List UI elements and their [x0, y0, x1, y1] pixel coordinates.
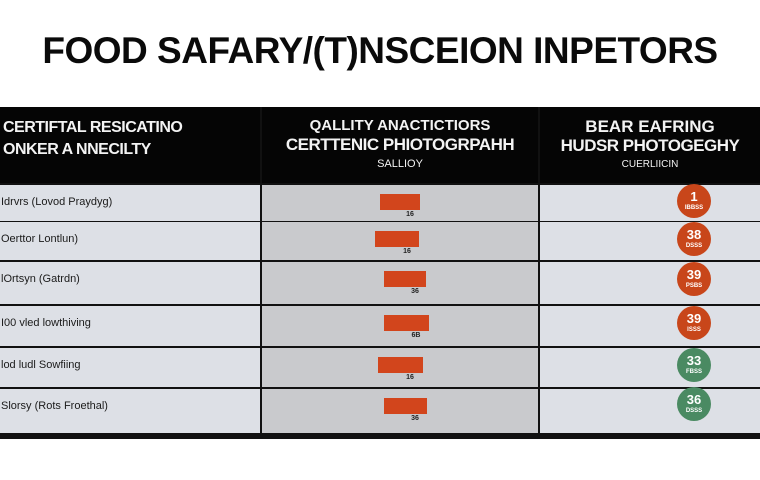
badge-value: 1 — [690, 189, 698, 204]
header-bear-line1: BEAR EAFRING — [585, 117, 715, 136]
row-label: Oerttor Lontlun) — [1, 233, 79, 245]
bar-cell: 6B — [262, 306, 538, 346]
header-quality-sub: SALLIOY — [377, 158, 423, 170]
table-row: lod ludl Sowfiing 16 33 FBSS — [0, 348, 760, 387]
badge-value: 38 — [686, 227, 702, 242]
score-badge: 33 FBSS — [677, 348, 711, 382]
bar-value-label: 6B — [411, 332, 421, 339]
header-certification-line1: CERTIFTAL RESICATINO — [3, 119, 183, 136]
badge-subtext: ISSS — [687, 327, 701, 333]
bar-value-label: 36 — [411, 415, 419, 422]
header-quality-line1: QALLITY ANACTICTIORS — [309, 117, 491, 134]
table-row: Slorsy (Rots Froethal) 36 36 DSSS — [0, 387, 760, 433]
badge-subtext: DSSS — [685, 243, 703, 249]
row-label: lOrtsyn (Gatrdn) — [1, 273, 80, 285]
table-row: Oerttor Lontlun) 16 38 DSSS — [0, 222, 760, 260]
bar-cell: 36 — [262, 389, 538, 433]
row-label-cell: Idrvrs (Lovod Praydyg) — [0, 185, 260, 221]
row-label: Idrvrs (Lovod Praydyg) — [1, 196, 113, 208]
header-quality-line2: CERTTENIC PHIOTOGRPAHH — [285, 135, 515, 154]
badge-subtext: DSSS — [685, 408, 703, 414]
badge-cell: 33 FBSS — [540, 348, 760, 387]
bar-mark — [384, 271, 426, 287]
inspection-table: CERTIFTAL RESICATINO ONKER A NNECILTY QA… — [0, 107, 760, 439]
row-label: lod ludl Sowfiing — [1, 359, 81, 371]
badge-cell: 39 PSBS — [540, 262, 760, 304]
table-row: lOrtsyn (Gatrdn) 36 39 PSBS — [0, 262, 760, 304]
bar-value-label: 16 — [406, 374, 414, 381]
header-certification-line2: ONKER A NNECILTY — [3, 141, 151, 158]
header-certification: CERTIFTAL RESICATINO ONKER A NNECILTY — [0, 107, 260, 183]
badge-cell: 36 DSSS — [540, 387, 760, 433]
bar-value-label: 36 — [411, 288, 419, 295]
bar-cell: 16 — [262, 348, 538, 387]
badge-value: 33 — [686, 353, 702, 368]
badge-cell: 38 DSSS — [540, 222, 760, 260]
header-bear: BEAR EAFRING HUDSR PHOTOGEGHY CUERLIICIN — [540, 107, 760, 183]
badge-cell: 39 ISSS — [540, 306, 760, 346]
score-badge: 39 PSBS — [677, 262, 711, 296]
row-label-cell: Slorsy (Rots Froethal) — [0, 389, 260, 433]
badge-subtext: IBBSS — [684, 205, 704, 211]
badge-value: 39 — [686, 311, 702, 326]
header-bear-line2: HUDSR PHOTOGEGHY — [560, 136, 740, 155]
score-badge: 1 IBBSS — [677, 184, 711, 218]
score-badge: 38 DSSS — [677, 222, 711, 256]
bar-cell: 16 — [262, 185, 538, 221]
row-label-cell: lod ludl Sowfiing — [0, 348, 260, 387]
header-bear-sub: CUERLIICIN — [621, 159, 679, 170]
score-badge: 39 ISSS — [677, 306, 711, 340]
bar-mark — [383, 398, 427, 414]
bar-cell: 16 — [262, 222, 538, 260]
page-title: FOOD SAFARY/(T)NSCEION INPETORS — [42, 30, 718, 71]
row-label-cell: Oerttor Lontlun) — [0, 222, 260, 260]
bar-value-label: 16 — [403, 248, 411, 255]
row-label-cell: I00 vled lowthiving — [0, 306, 260, 346]
table-row: Idrvrs (Lovod Praydyg) 16 1 IBBSS — [0, 184, 760, 221]
bar-value-label: 16 — [406, 211, 414, 218]
bar-cell: 36 — [262, 262, 538, 304]
bar-mark — [383, 315, 429, 331]
row-label-cell: lOrtsyn (Gatrdn) — [0, 262, 260, 304]
bar-mark — [375, 231, 419, 247]
badge-value: 39 — [686, 267, 702, 282]
bar-mark — [380, 194, 420, 210]
badge-subtext: FBSS — [685, 369, 702, 375]
badge-cell: 1 IBBSS — [540, 184, 760, 221]
table-row: I00 vled lowthiving 6B 39 ISSS — [0, 306, 760, 346]
row-label: I00 vled lowthiving — [1, 317, 91, 329]
badge-value: 36 — [686, 392, 702, 407]
badge-subtext: PSBS — [685, 283, 703, 289]
score-badge: 36 DSSS — [677, 387, 711, 421]
header-quality: QALLITY ANACTICTIORS CERTTENIC PHIOTOGRP… — [262, 107, 538, 183]
bar-mark — [377, 357, 423, 373]
row-label: Slorsy (Rots Froethal) — [1, 400, 108, 412]
